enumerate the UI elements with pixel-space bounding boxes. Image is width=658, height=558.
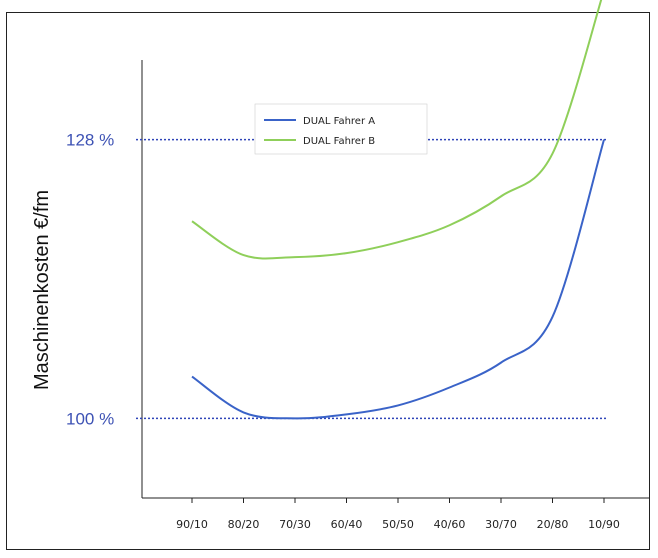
x-tick-label: 50/50 [382, 518, 414, 531]
x-tick-label: 80/20 [228, 518, 260, 531]
x-tick-labels: 90/10 80/20 70/30 60/40 50/50 40/60 30/70 20/80… [176, 498, 620, 531]
legend-box [254, 103, 428, 155]
x-tick-label: 20/80 [537, 518, 569, 531]
legend-label: DUAL Fahrer A [303, 116, 375, 127]
series-group [191, 0, 605, 420]
chart-frame [6, 12, 650, 550]
legend-label: DUAL Fahrer B [303, 136, 375, 147]
x-tick-label: 70/30 [279, 518, 311, 531]
reference-label: 128 % [66, 131, 114, 150]
reference-lines: 128 % 100 % [66, 131, 608, 428]
x-tick-label: 40/60 [434, 518, 466, 531]
x-tick-label: 30/70 [485, 518, 517, 531]
y-axis-label: Maschinenkosten €/fm [31, 190, 53, 390]
axes [141, 60, 650, 499]
series-line-fahrer-a [191, 139, 605, 420]
x-tick-label: 10/90 [588, 518, 620, 531]
reference-label: 100 % [66, 409, 114, 428]
x-tick-label: 90/10 [176, 518, 208, 531]
legend: DUAL Fahrer A DUAL Fahrer B [254, 103, 428, 155]
series-line-fahrer-b [191, 0, 603, 260]
x-tick-label: 60/40 [331, 518, 363, 531]
